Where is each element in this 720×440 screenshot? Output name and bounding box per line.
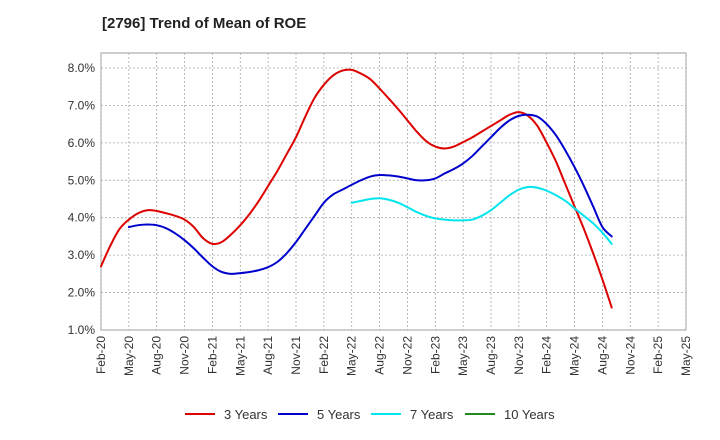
x-axis: Feb-20 May-20 Aug-20 Nov-20 Feb-21 May-21 Aug-…: [94, 336, 693, 376]
x-tick-label: Nov-23: [512, 336, 526, 375]
x-tick-label: Aug-22: [373, 336, 387, 375]
legend-item-7-years: 7 Years: [371, 407, 454, 422]
legend-label: 10 Years: [504, 407, 555, 422]
x-tick-label: May-24: [568, 336, 582, 376]
x-tick-label: May-22: [345, 336, 359, 376]
y-axis: 1.0% 2.0% 3.0% 4.0% 5.0% 6.0% 7.0% 8.0%: [68, 61, 96, 337]
y-tick-label: 2.0%: [68, 286, 96, 300]
x-tick-label: Feb-22: [317, 336, 331, 374]
x-tick-label: Feb-24: [540, 336, 554, 374]
x-tick-label: Feb-23: [428, 336, 442, 374]
y-tick-label: 7.0%: [68, 98, 96, 112]
legend-label: 3 Years: [224, 407, 268, 422]
legend-label: 5 Years: [317, 407, 361, 422]
x-tick-label: Nov-20: [178, 336, 192, 375]
x-tick-label: May-23: [456, 336, 470, 376]
y-tick-label: 1.0%: [68, 323, 96, 337]
x-tick-label: Feb-21: [205, 336, 219, 374]
legend: 3 Years 5 Years 7 Years 10 Years: [185, 407, 555, 422]
series-line-7-years: [350, 185, 613, 245]
x-tick-label: May-20: [122, 336, 136, 376]
grid: [100, 53, 687, 331]
x-tick-label: Aug-24: [595, 336, 609, 375]
series-line-5-years: [127, 113, 613, 275]
plot-area: [100, 52, 687, 331]
y-tick-label: 5.0%: [68, 173, 96, 187]
x-tick-label: May-25: [679, 336, 693, 376]
x-tick-label: Nov-21: [289, 336, 303, 375]
series-group: [100, 68, 613, 309]
x-tick-label: May-21: [233, 336, 247, 376]
y-tick-label: 6.0%: [68, 136, 96, 150]
legend-item-5-years: 5 Years: [278, 407, 361, 422]
x-tick-label: Nov-24: [623, 336, 637, 375]
x-tick-label: Aug-20: [150, 336, 164, 375]
legend-item-10-years: 10 Years: [465, 407, 555, 422]
y-tick-label: 4.0%: [68, 211, 96, 225]
x-tick-label: Nov-22: [400, 336, 414, 375]
x-tick-label: Feb-20: [94, 336, 108, 374]
chart-title: [2796] Trend of Mean of ROE: [102, 15, 306, 32]
legend-label: 7 Years: [410, 407, 454, 422]
y-tick-label: 8.0%: [68, 61, 96, 75]
y-tick-label: 3.0%: [68, 248, 96, 262]
legend-item-3-years: 3 Years: [185, 407, 268, 422]
x-tick-label: Aug-23: [484, 336, 498, 375]
x-tick-label: Feb-25: [651, 336, 665, 374]
x-tick-label: Aug-21: [261, 336, 275, 375]
